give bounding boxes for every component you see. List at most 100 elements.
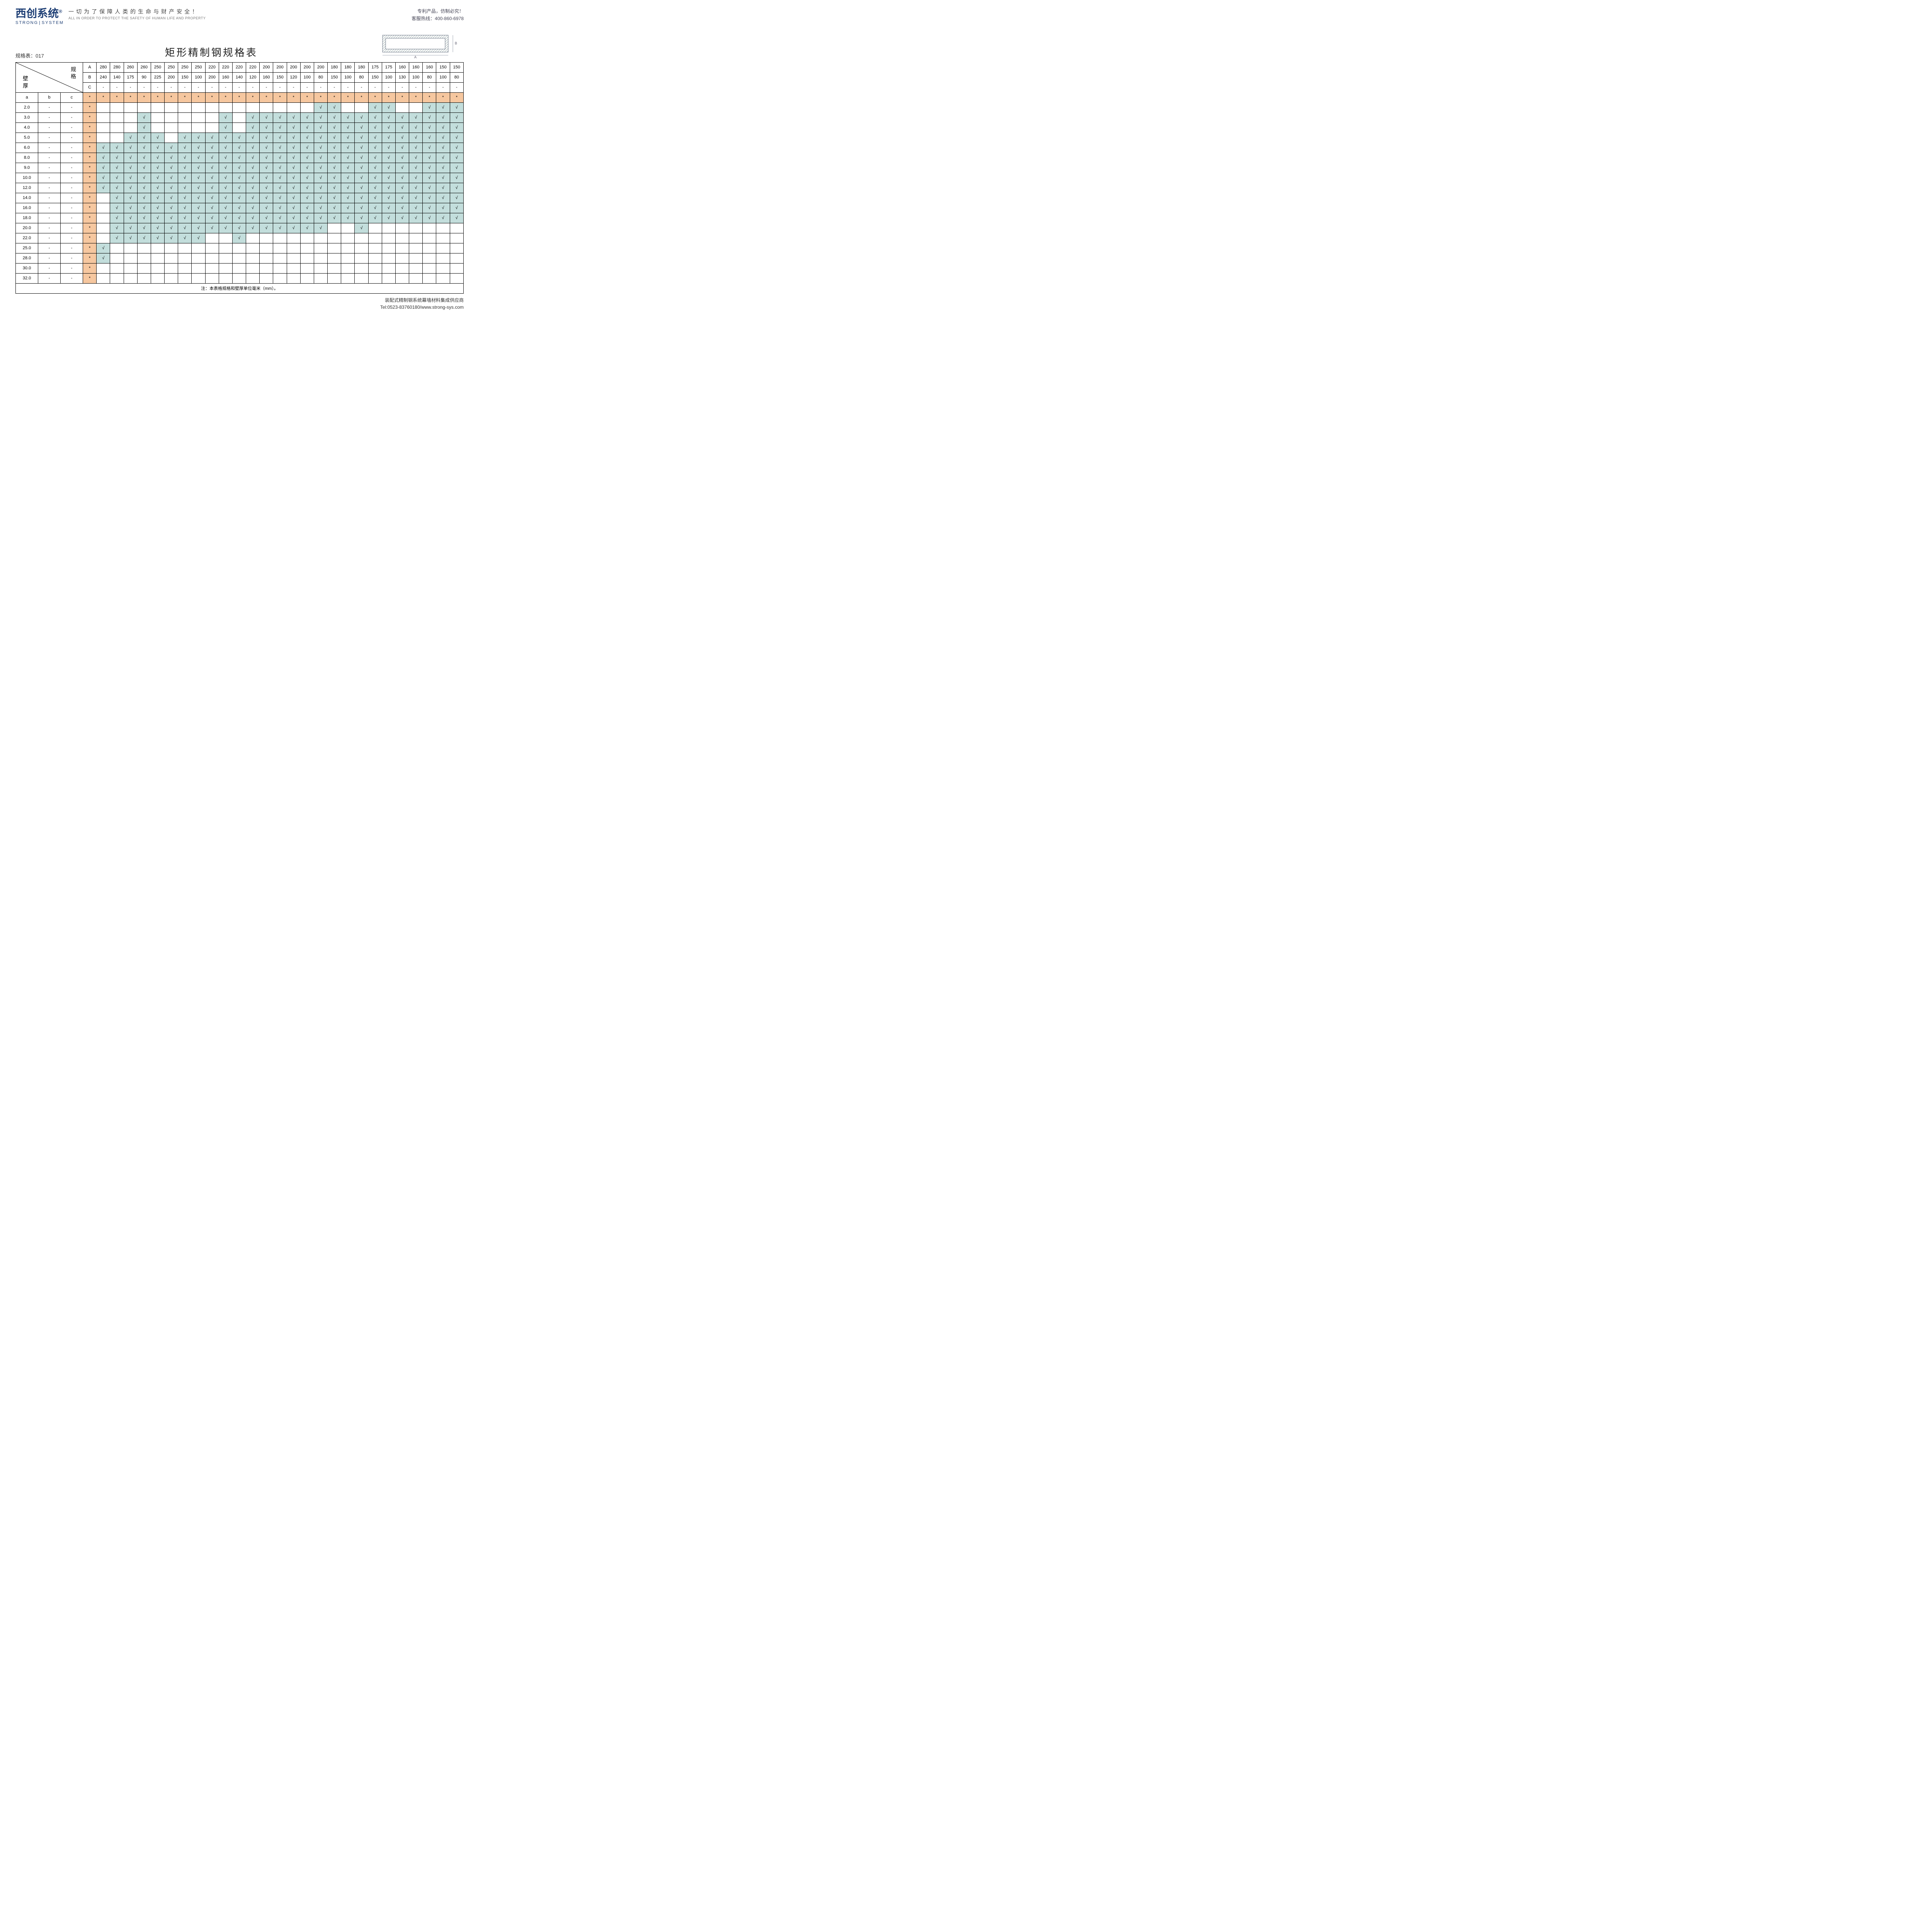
matrix-cell (97, 122, 110, 133)
matrix-cell (273, 263, 287, 273)
matrix-cell: √ (368, 102, 382, 112)
columns_A-col: 280 (110, 62, 124, 72)
matrix-cell: √ (205, 223, 219, 233)
matrix-cell: √ (151, 233, 164, 243)
columns_C-col: - (246, 82, 260, 92)
matrix-cell: √ (137, 143, 151, 153)
matrix-cell: √ (287, 122, 300, 133)
matrix-cell: √ (328, 193, 341, 203)
columns_B-col: 225 (151, 72, 164, 82)
matrix-cell: √ (124, 223, 137, 233)
matrix-cell: √ (300, 122, 314, 133)
row-star: * (83, 273, 97, 283)
matrix-cell: √ (246, 122, 260, 133)
columns_B-col: 100 (192, 72, 205, 82)
columns_A-col: 180 (355, 62, 368, 72)
matrix-cell (110, 273, 124, 283)
star-cell: * (97, 92, 110, 102)
matrix-cell: √ (165, 233, 178, 243)
columns_B-col: 150 (368, 72, 382, 82)
columns_B-col: 100 (341, 72, 355, 82)
matrix-cell (395, 243, 409, 253)
thickness-row: 28.0--*√ (16, 253, 464, 263)
thickness-row: 14.0--*√√√√√√√√√√√√√√√√√√√√√√√√√√ (16, 193, 464, 203)
matrix-cell: √ (219, 112, 232, 122)
matrix-cell: √ (300, 213, 314, 223)
thickness-c: - (61, 243, 83, 253)
thickness-row: 2.0--*√√√√√√√ (16, 102, 464, 112)
matrix-cell (328, 253, 341, 263)
matrix-cell: √ (124, 233, 137, 243)
tagline-en: ALL IN ORDER TO PROTECT THE SAFETY OF HU… (68, 16, 206, 20)
matrix-cell: √ (450, 122, 463, 133)
matrix-cell (110, 122, 124, 133)
matrix-cell (341, 273, 355, 283)
matrix-cell: √ (314, 183, 327, 193)
columns_C-col: - (300, 82, 314, 92)
matrix-cell: √ (409, 153, 423, 163)
tagline-cn: 一切为了保障人类的生命与财产安全！ (68, 8, 206, 15)
columns_C-col: - (314, 82, 327, 92)
matrix-cell: √ (219, 122, 232, 133)
matrix-cell: √ (219, 183, 232, 193)
matrix-cell (355, 233, 368, 243)
matrix-cell: √ (273, 183, 287, 193)
matrix-cell (368, 223, 382, 233)
matrix-cell (246, 273, 260, 283)
thickness-row: 32.0--* (16, 273, 464, 283)
thickness-a: 30.0 (16, 263, 38, 273)
matrix-cell: √ (246, 153, 260, 163)
matrix-cell (341, 223, 355, 233)
matrix-cell: √ (409, 193, 423, 203)
matrix-cell (328, 263, 341, 273)
matrix-cell: √ (273, 143, 287, 153)
abc-b: b (38, 92, 61, 102)
matrix-cell (423, 263, 436, 273)
thickness-b: - (38, 243, 61, 253)
matrix-cell (246, 243, 260, 253)
star-cell: * (423, 92, 436, 102)
columns_B-col: 100 (409, 72, 423, 82)
matrix-cell: √ (137, 133, 151, 143)
matrix-cell (382, 263, 395, 273)
thickness-row: 30.0--* (16, 263, 464, 273)
matrix-cell: √ (450, 183, 463, 193)
row-star: * (83, 112, 97, 122)
matrix-cell (178, 243, 192, 253)
matrix-cell: √ (260, 133, 273, 143)
matrix-cell: √ (382, 122, 395, 133)
matrix-cell: √ (137, 183, 151, 193)
thickness-c: - (61, 163, 83, 173)
matrix-cell (246, 102, 260, 112)
registered-mark: ® (59, 9, 62, 14)
matrix-cell: √ (300, 183, 314, 193)
matrix-cell: √ (382, 153, 395, 163)
matrix-cell: √ (355, 112, 368, 122)
matrix-cell: √ (287, 213, 300, 223)
matrix-cell: √ (178, 133, 192, 143)
matrix-cell (232, 243, 246, 253)
thickness-a: 9.0 (16, 163, 38, 173)
row-star: * (83, 133, 97, 143)
matrix-cell (368, 243, 382, 253)
matrix-cell: √ (246, 183, 260, 193)
matrix-cell: √ (151, 133, 164, 143)
matrix-cell (450, 223, 463, 233)
matrix-cell: √ (409, 122, 423, 133)
matrix-cell (409, 223, 423, 233)
matrix-cell: √ (260, 203, 273, 213)
matrix-cell (246, 253, 260, 263)
thickness-row: 25.0--*√ (16, 243, 464, 253)
matrix-cell: √ (382, 213, 395, 223)
matrix-cell: √ (260, 193, 273, 203)
matrix-cell (328, 273, 341, 283)
columns_B-col: 80 (355, 72, 368, 82)
matrix-cell (97, 203, 110, 213)
matrix-cell: √ (110, 233, 124, 243)
matrix-cell (450, 263, 463, 273)
matrix-cell (423, 253, 436, 263)
matrix-cell: √ (97, 173, 110, 183)
matrix-cell (260, 243, 273, 253)
matrix-cell: √ (137, 173, 151, 183)
columns_A-col: 175 (368, 62, 382, 72)
